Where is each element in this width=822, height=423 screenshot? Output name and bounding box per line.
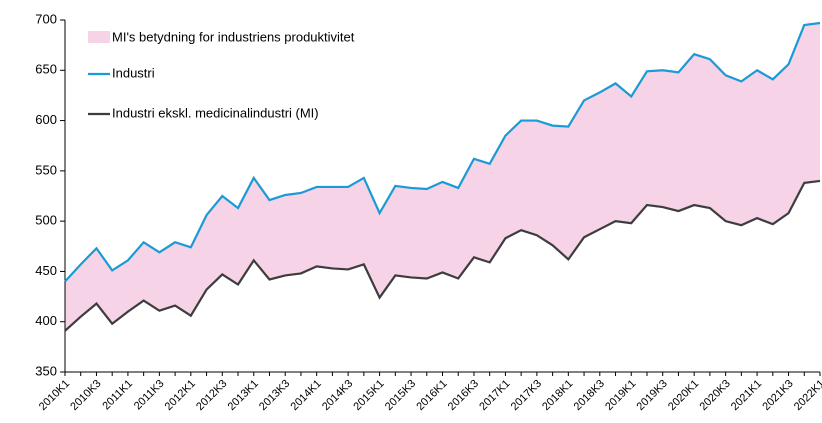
y-tick-label: 650: [35, 62, 57, 77]
x-tick-label: 2013K1: [226, 378, 261, 413]
x-tick-label: 2018K3: [572, 378, 607, 413]
y-tick-label: 500: [35, 213, 57, 228]
x-tick-label: 2017K1: [477, 378, 512, 413]
x-tick-label: 2020K1: [666, 378, 701, 413]
x-tick-label: 2017K3: [509, 378, 544, 413]
y-tick-label: 350: [35, 363, 57, 378]
y-tick-label: 550: [35, 162, 57, 177]
x-tick-label: 2014K1: [289, 378, 324, 413]
band-area: [65, 23, 820, 331]
x-tick-label: 2012K1: [163, 378, 198, 413]
series-line: [64, 21, 821, 283]
x-tick-label: 2019K1: [603, 378, 638, 413]
legend-label: Industri ekskl. medicinalindustri (MI): [112, 105, 319, 120]
x-tick-label: 2019K3: [635, 378, 670, 413]
legend-swatch: [88, 31, 110, 43]
x-tick-label: 2016K1: [414, 378, 449, 413]
y-tick-label: 450: [35, 263, 57, 278]
y-tick-label: 400: [35, 313, 57, 328]
x-tick-label: 2015K3: [383, 378, 418, 413]
x-tick-label: 2010K3: [68, 378, 103, 413]
x-tick-label: 2012K3: [194, 378, 229, 413]
series-line: [64, 179, 821, 332]
x-tick-label: 2018K1: [540, 378, 575, 413]
y-tick-label: 600: [35, 112, 57, 127]
x-tick-label: 2022K1: [792, 378, 822, 413]
x-tick-label: 2020K3: [697, 378, 732, 413]
x-tick-label: 2015K1: [351, 378, 386, 413]
y-tick-label: 700: [35, 11, 57, 26]
x-tick-label: 2011K1: [100, 378, 135, 413]
x-tick-label: 2011K3: [132, 378, 167, 413]
legend-label: MI's betydning for industriens produktiv…: [112, 29, 355, 44]
x-tick-label: 2014K3: [320, 378, 355, 413]
x-tick-label: 2010K1: [37, 378, 72, 413]
x-tick-label: 2013K3: [257, 378, 292, 413]
x-tick-label: 2021K1: [729, 378, 764, 413]
x-tick-label: 2016K3: [446, 378, 481, 413]
legend-label: Industri: [112, 65, 155, 80]
x-tick-label: 2021K3: [760, 378, 795, 413]
